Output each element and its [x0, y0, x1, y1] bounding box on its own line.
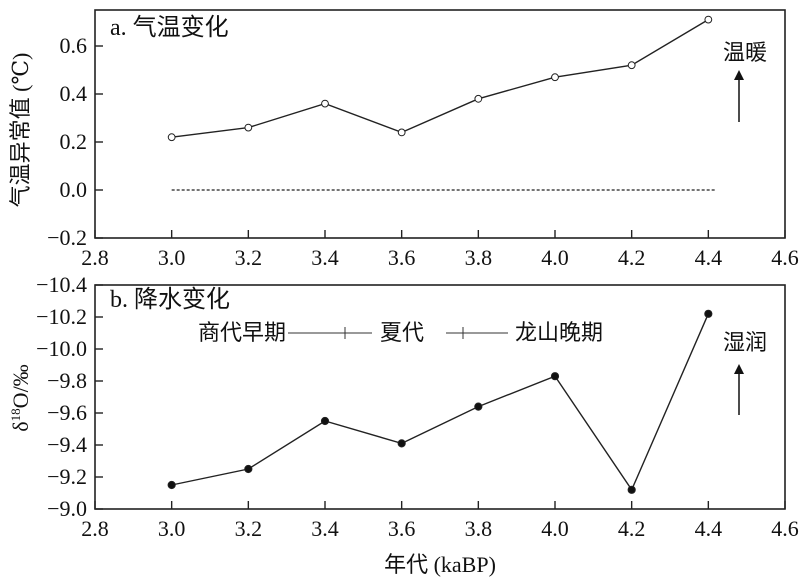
panel-b-x-tick-label: 2.8 [81, 516, 109, 541]
panel-a-y-tick-label: −0.2 [47, 225, 87, 250]
panel-b-y-tick-label: −9.6 [47, 400, 87, 425]
panel-a-x-tick-label: 3.4 [311, 245, 339, 270]
panel-b-data-point [167, 480, 176, 490]
panel-b-x-tick-label: 3.4 [311, 516, 339, 541]
panel-b-x-tick-label: 4.2 [618, 516, 646, 541]
panel-a-x-tick-label: 3.6 [388, 245, 416, 270]
panel-b-y-tick-label: −9.4 [47, 432, 87, 457]
panel-a-data-point [167, 133, 176, 142]
delta-superscript: 18 [8, 408, 23, 421]
panel-a-annotation-label: 温暖 [723, 40, 767, 65]
panel-b-x-tick-label: 4.6 [771, 516, 799, 541]
panel-b-plot-layer: 2.8 3.0 3.2 3.4 3.6 3.8 4.0 4.2 4.4 4.6 −10.4 −10.2… [36, 272, 799, 541]
panel-b-y-tick-label: −10.2 [36, 304, 87, 329]
panel-b-data-point [397, 439, 406, 448]
panel-a-x-tick-label: 3.8 [465, 245, 493, 270]
panel-b-frame [94, 284, 786, 510]
panel-a-x-tick-label: 4.6 [771, 245, 799, 270]
panel-a-data-point [551, 73, 559, 82]
panel-a-y-tick-label: 0.4 [60, 81, 88, 106]
panel-a-y-tick-label: 0.0 [60, 177, 88, 202]
panel-b-data-point [627, 485, 636, 494]
delta-unit: O/‰ [8, 364, 33, 408]
panel-a-data-point [244, 123, 253, 132]
panel-b-y-tick-label: −9.2 [47, 464, 87, 489]
panel-b-x-tick-label: 3.2 [235, 516, 263, 541]
panel-b-annotation: 湿润 [723, 330, 767, 415]
panel-b-x-tick-label: 3.8 [465, 516, 493, 541]
panel-a-data-point [627, 61, 636, 70]
panel-a-y-tick-label: 0.2 [60, 129, 88, 154]
panel-b-data-point [550, 372, 560, 381]
panel-a-frame [94, 9, 786, 239]
panel-a-x-tick-label: 3.0 [158, 245, 186, 270]
panel-b-title: b. 降水变化 [110, 286, 230, 313]
panel-b-series-line [171, 313, 709, 492]
panel-a-data-point [321, 99, 329, 108]
panel-a-x-tick-label: 4.0 [541, 245, 569, 270]
panel-a-annotation: 温暖 [723, 40, 767, 122]
panel-a-series-line [171, 18, 709, 138]
panel-b-x-tick-label: 3.0 [158, 516, 186, 541]
panel-a-title: a. 气温变化 [110, 14, 229, 41]
panel-a-data-point [397, 128, 406, 137]
legend-label-longshan: 龙山晚期 [515, 320, 603, 345]
panel-b-data-point [244, 464, 253, 474]
panel-b-up-arrow-icon [734, 364, 744, 374]
legend-label-shang: 商代早期 [198, 320, 286, 345]
legend: 商代早期 夏代 龙山晚期 [198, 320, 603, 345]
panel-b-y-tick-label: −9.0 [47, 496, 87, 521]
panel-b-x-tick-label: 4.0 [541, 516, 569, 541]
panel-a-x-tick-label: 2.8 [81, 245, 109, 270]
panel-a-x-tick-label: 4.2 [618, 245, 646, 270]
panel-b-y-axis-title: δ18O/‰ [8, 364, 33, 431]
panel-a-plot-layer: 2.8 3.0 3.2 3.4 3.6 3.8 4.0 4.2 4.4 4.6 0.6 0.4 0.2 0… [47, 15, 799, 270]
panel-a-x-tick-label: 3.2 [235, 245, 263, 270]
panel-a-data-point [704, 15, 713, 24]
panel-b-data-point [474, 402, 483, 411]
panel-a-up-arrow-icon [734, 70, 744, 80]
panel-b-x-tick-label: 4.4 [695, 516, 723, 541]
panel-a-data-point [474, 94, 483, 103]
x-axis-title: 年代 (kaBP) [384, 552, 496, 577]
panel-b-data-point [704, 309, 713, 318]
legend-label-xia: 夏代 [380, 320, 424, 345]
panel-b-y-tick-label: −9.8 [47, 368, 87, 393]
panel-a-y-tick-label: 0.6 [60, 33, 88, 58]
panel-b-annotation-label: 湿润 [723, 330, 767, 355]
panel-b-x-tick-label: 3.6 [388, 516, 416, 541]
panel-b-y-tick-label: −10.4 [36, 272, 87, 297]
panel-b-data-point [320, 416, 330, 426]
panel-a-y-axis-title: 气温异常值 (℃) [8, 53, 33, 208]
panel-a-x-tick-label: 4.4 [695, 245, 723, 270]
panel-b-y-tick-label: −10.0 [36, 336, 87, 361]
